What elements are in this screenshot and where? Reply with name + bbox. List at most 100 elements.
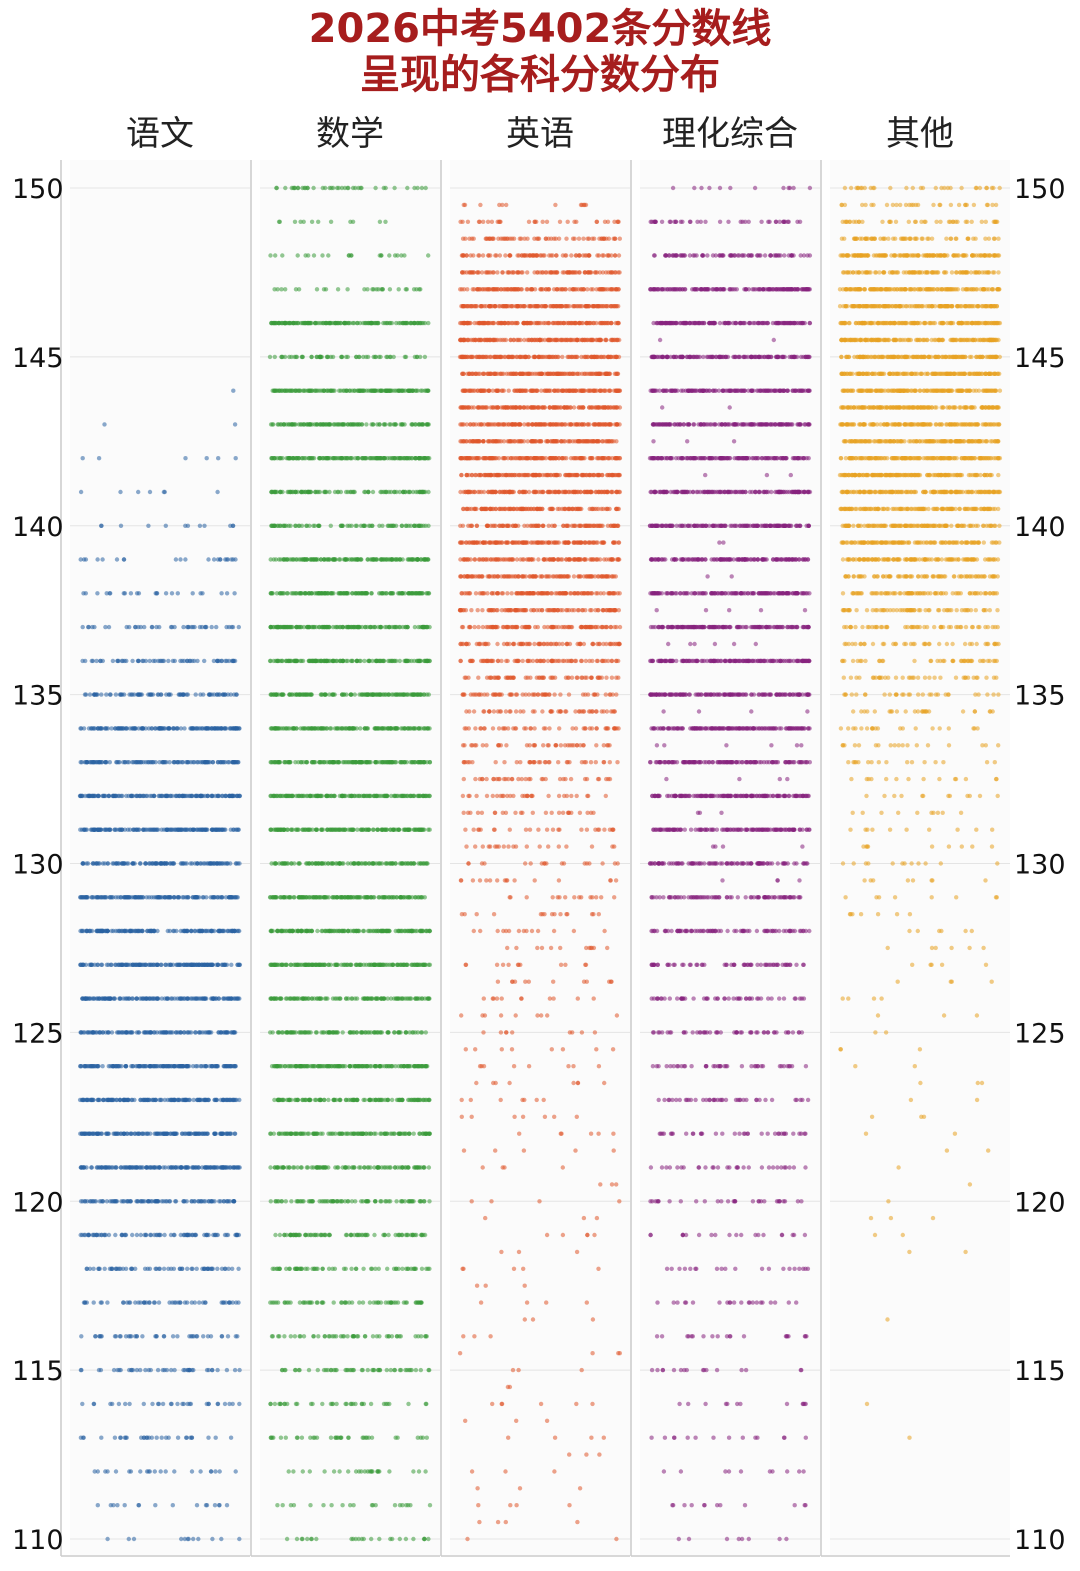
data-point [83,557,89,562]
data-point [91,1266,96,1272]
data-point [162,489,167,495]
data-point [176,1097,182,1103]
data-point [143,658,149,664]
data-point [87,692,93,697]
data-point [352,1097,357,1103]
data-point [421,962,426,967]
data-point [91,1401,97,1407]
data-point [82,827,87,832]
data-point [155,1367,161,1373]
data-point [376,1469,381,1474]
data-point [305,1165,311,1170]
data-point [198,928,203,934]
data-point [390,1131,395,1136]
data-point [232,1367,238,1373]
data-point [148,1367,153,1373]
data-point [163,591,169,596]
data-point [417,827,422,832]
data-point [417,962,422,967]
data-point [113,1469,119,1474]
data-point [96,928,101,934]
data-point [413,895,418,900]
data-point [171,861,177,866]
data-point [228,1435,234,1440]
data-point [382,1064,387,1069]
data-point [405,1165,411,1170]
data-point [94,1131,99,1136]
data-point [144,1300,149,1305]
data-point [132,726,137,731]
data-point [291,895,296,900]
data-point [78,962,84,967]
data-point [122,1503,127,1508]
data-point [300,1131,305,1136]
data-point [225,928,231,934]
data-point [198,591,203,596]
data-point [308,1536,314,1542]
data-point [308,1030,313,1035]
data-point [187,1334,192,1339]
data-point [222,827,227,832]
data-point [146,523,151,528]
data-point [418,928,423,934]
data-point [122,658,127,664]
data-point [211,557,217,562]
data-point [119,827,124,832]
data-point [99,523,104,528]
data-point [369,1536,374,1542]
data-point [183,557,188,562]
data-point [138,1232,143,1238]
data-point [106,996,111,1001]
data-point [78,760,83,765]
data-point [90,996,96,1001]
data-point [335,1199,340,1204]
data-point [161,658,167,664]
data-point [316,861,321,866]
data-point [84,760,90,765]
data-point [134,827,139,832]
data-point [236,760,241,765]
data-point [373,1131,378,1136]
data-point [280,1131,285,1136]
data-point [129,1097,134,1103]
data-point [183,456,188,461]
data-point [307,1097,312,1103]
data-point [289,1199,294,1204]
data-point [80,1097,85,1103]
data-point [387,760,393,765]
data-point [327,928,333,934]
data-point [275,1064,281,1069]
data-point [81,726,87,731]
data-point [274,760,279,765]
data-point [100,928,105,934]
data-point [185,1266,190,1272]
data-point [224,1165,229,1170]
data-point [344,1401,349,1407]
data-point [96,1266,102,1272]
data-point [181,1199,186,1204]
data-point [413,1367,419,1373]
data-point [119,1232,125,1238]
data-point [108,591,113,596]
data-point [173,1300,178,1305]
data-point [352,793,357,799]
data-point [220,1097,226,1103]
data-point [102,996,107,1001]
data-point [406,1401,411,1407]
data-point [291,1469,296,1474]
data-point [350,895,355,900]
data-point [327,1232,332,1238]
data-point [132,861,137,866]
data-point [403,1536,409,1542]
data-point [99,1165,105,1170]
data-point [116,1401,122,1407]
data-point [272,962,277,967]
data-point [185,624,190,630]
data-point [165,895,171,900]
data-point [317,1097,322,1103]
data-point [203,1503,209,1508]
data-point [111,861,117,866]
data-point [282,1334,287,1339]
data-point [212,1503,218,1508]
subject-panels: 语文 数学 英语 理化综合 其他 [60,114,1010,1557]
